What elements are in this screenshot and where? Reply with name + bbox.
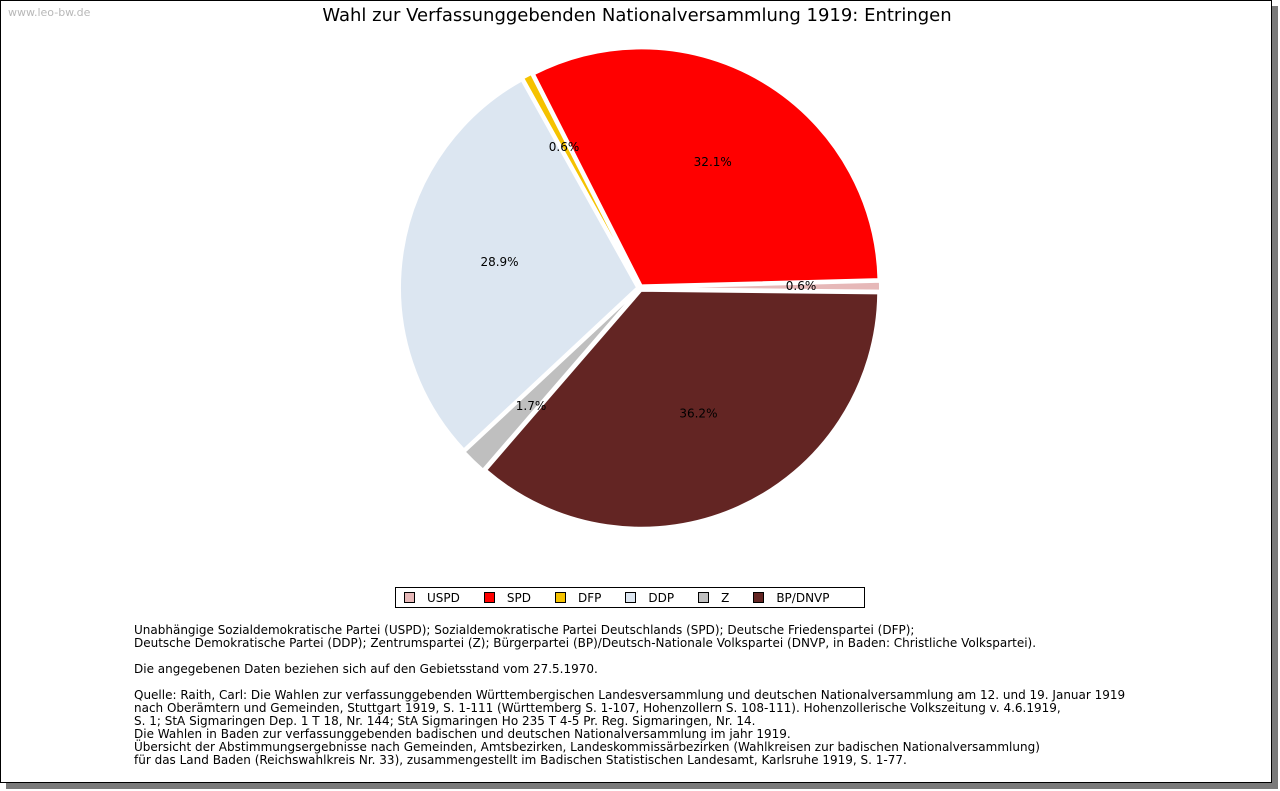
legend-item-dfp: DFP [554, 590, 602, 605]
legend-label-bp-dnvp: BP/DNVP [776, 590, 830, 605]
note-line: Übersicht der Abstimmungsergebnisse nach… [134, 740, 1040, 754]
watermark: www.leo-bw.de [8, 6, 91, 19]
legend-label-spd: SPD [506, 590, 531, 605]
legend: USPD SPD DFP DDP Z BP/DNVP [395, 587, 865, 608]
note-line: für das Land Baden (Reichswahlkreis Nr. … [134, 753, 907, 767]
legend-item-spd: SPD [483, 590, 531, 605]
pie-slice-ddp [399, 79, 639, 451]
pie-slice-bp-dnvp [484, 289, 880, 529]
legend-label-uspd: USPD [427, 590, 460, 605]
legend-swatch-z [698, 592, 710, 603]
note-line: Quelle: Raith, Carl: Die Wahlen zur verf… [134, 688, 1126, 702]
note-line: Deutsche Demokratische Partei (DDP); Zen… [134, 636, 1037, 650]
note-line: Die angegebenen Daten beziehen sich auf … [134, 662, 598, 676]
legend-item-uspd: USPD [404, 591, 460, 605]
note-line: nach Oberämtern und Gemeinden, Stuttgart… [134, 701, 1061, 715]
pie-label-ddp: 28.9% [480, 255, 518, 269]
legend-label-dfp: DFP [577, 590, 602, 605]
pie-slice-spd [532, 47, 880, 287]
legend-label-ddp: DDP [648, 590, 675, 605]
legend-swatch-ddp [625, 592, 637, 603]
legend-label-z: Z [721, 590, 730, 605]
legend-swatch-bp-dnvp [753, 592, 765, 603]
legend-swatch-dfp [554, 592, 566, 603]
pie-label-uspd: 0.6% [786, 279, 817, 293]
note-line: Unabhängige Sozialdemokratische Partei (… [134, 623, 915, 637]
pie-slice-z [463, 289, 639, 471]
pie-label-spd: 32.1% [694, 155, 732, 169]
legend-item-bp-dnvp: BP/DNVP [753, 590, 830, 605]
pie-label-dfp: 0.6% [549, 140, 580, 154]
legend-swatch-spd [483, 592, 495, 603]
pie-label-bp-dnvp: 36.2% [679, 407, 717, 421]
note-line: Die Wahlen in Baden zur verfassunggebend… [134, 727, 791, 741]
pie-slice-dfp [521, 72, 640, 286]
pie-label-z: 1.7% [516, 399, 547, 413]
legend-item-ddp: DDP [625, 591, 674, 605]
note-line: S. 1; StA Sigmaringen Dep. 1 T 18, Nr. 1… [134, 714, 756, 728]
pie-slice-uspd [642, 280, 881, 292]
notes: Unabhängige Sozialdemokratische Partei (… [134, 624, 1125, 767]
chart-title: Wahl zur Verfassunggebenden Nationalvers… [322, 5, 952, 26]
legend-item-z: Z [698, 591, 729, 605]
legend-swatch-uspd [404, 592, 415, 603]
